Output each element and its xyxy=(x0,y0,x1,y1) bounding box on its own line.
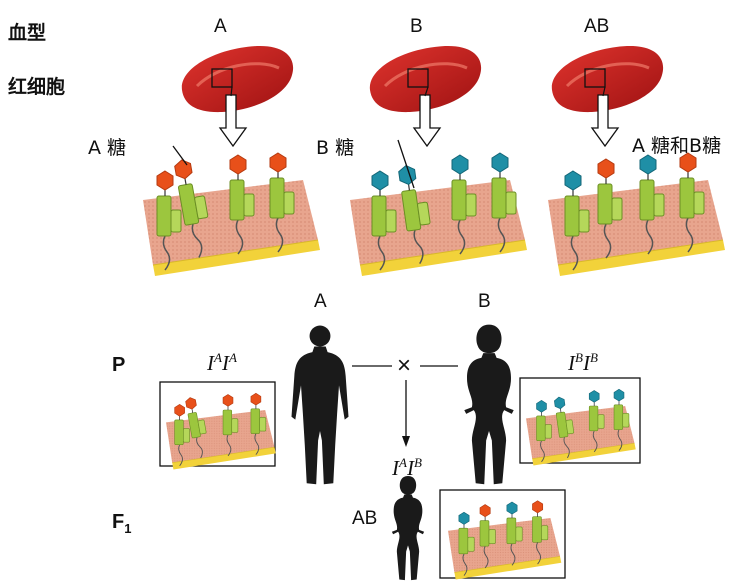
child-blood-type: AB xyxy=(352,508,378,529)
zoom-arrow-b xyxy=(412,94,442,148)
zoom-box-a xyxy=(211,68,233,88)
zoom-box-ab xyxy=(584,68,606,88)
male-genotype: IAIA xyxy=(207,350,237,375)
column-ab-sugar-label: A 糖和B糖 xyxy=(632,135,722,157)
child-silhouette xyxy=(391,475,425,581)
column-a-sugar-label: A 糖 xyxy=(88,137,127,159)
parent-generation-label: P xyxy=(112,354,126,376)
female-blood-type: B xyxy=(478,291,491,312)
zoom-box-b xyxy=(407,68,429,88)
membrane-panel-b xyxy=(349,152,528,277)
child-genotype: IAIB xyxy=(392,455,422,480)
membrane-panel-a xyxy=(142,152,321,277)
row-label-blood-type: 血型 xyxy=(8,22,47,44)
pointer-line-b xyxy=(397,139,415,189)
female-silhouette xyxy=(464,324,514,485)
column-b-sugar-label: B 糖 xyxy=(316,137,355,159)
row-label-red-cell: 红细胞 xyxy=(8,76,66,98)
f1-generation-label: F1 xyxy=(112,511,132,536)
male-silhouette xyxy=(291,325,349,485)
column-a-blood-type: A xyxy=(214,16,227,37)
female-genotype: IBIB xyxy=(568,350,598,375)
membrane-panel-ab xyxy=(547,152,726,277)
column-b-blood-type: B xyxy=(410,16,423,37)
column-ab-blood-type: AB xyxy=(584,16,610,37)
cross-symbol: × xyxy=(397,352,412,379)
offspring-arrow-head xyxy=(402,436,410,447)
red-cell-a xyxy=(180,44,295,114)
pointer-line-a xyxy=(172,145,188,166)
male-blood-type: A xyxy=(314,291,327,312)
zoom-arrow-a xyxy=(218,94,248,148)
zoom-arrow-ab xyxy=(590,94,620,148)
